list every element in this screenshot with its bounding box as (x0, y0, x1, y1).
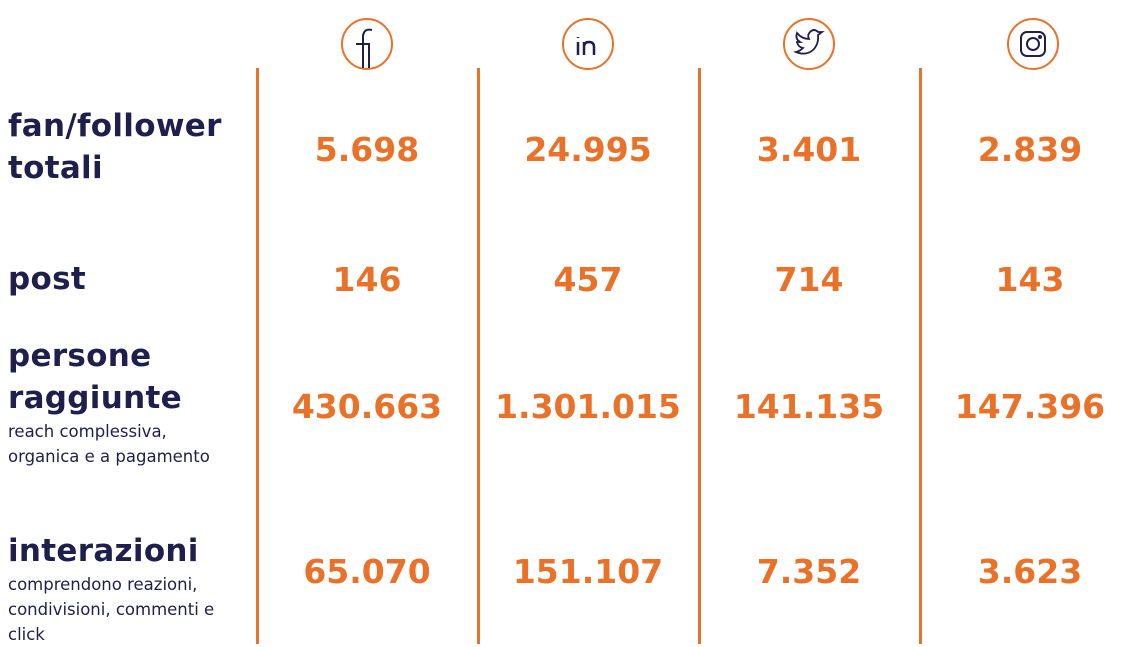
cell-value: 146 (332, 260, 402, 299)
cell-value: 24.995 (524, 130, 652, 169)
column-divider (698, 68, 701, 644)
cell-value: 3.623 (977, 552, 1083, 591)
cell-value: 1.301.015 (495, 387, 681, 426)
cell-value: 65.070 (303, 552, 431, 591)
cell-value: 7.352 (756, 552, 862, 591)
cell-value: 143 (995, 260, 1065, 299)
column-divider (256, 68, 259, 644)
instagram-icon (1007, 18, 1059, 70)
cell-value: 430.663 (291, 387, 443, 426)
platform-icons (341, 18, 1059, 70)
row-label: interazioni comprendono reazioni, condivi… (8, 530, 253, 647)
row-label: fan/follower totali (8, 105, 253, 189)
row-label: persone raggiunte reach complessiva, orga… (8, 335, 253, 469)
row-title: post (8, 261, 86, 297)
column-divider (919, 68, 922, 644)
cell-value: 5.698 (314, 130, 420, 169)
twitter-icon (783, 18, 835, 70)
row-title: persone raggiunte (8, 338, 182, 416)
cell-value: 141.135 (733, 387, 885, 426)
row-title: interazioni (8, 533, 199, 569)
linkedin-icon (562, 18, 614, 70)
row-note: comprendono reazioni, condivisioni, comm… (8, 575, 215, 644)
cell-value: 457 (553, 260, 623, 299)
cell-value: 3.401 (756, 130, 862, 169)
cell-value: 147.396 (954, 387, 1106, 426)
cell-value: 2.839 (977, 130, 1083, 169)
cell-value: 151.107 (512, 552, 664, 591)
cell-value: 714 (774, 260, 844, 299)
row-title: fan/follower totali (8, 108, 222, 186)
row-note: reach complessiva, organica e a pagament… (8, 422, 210, 466)
column-divider (477, 68, 480, 644)
facebook-icon (341, 18, 393, 70)
row-label: post (8, 258, 253, 300)
